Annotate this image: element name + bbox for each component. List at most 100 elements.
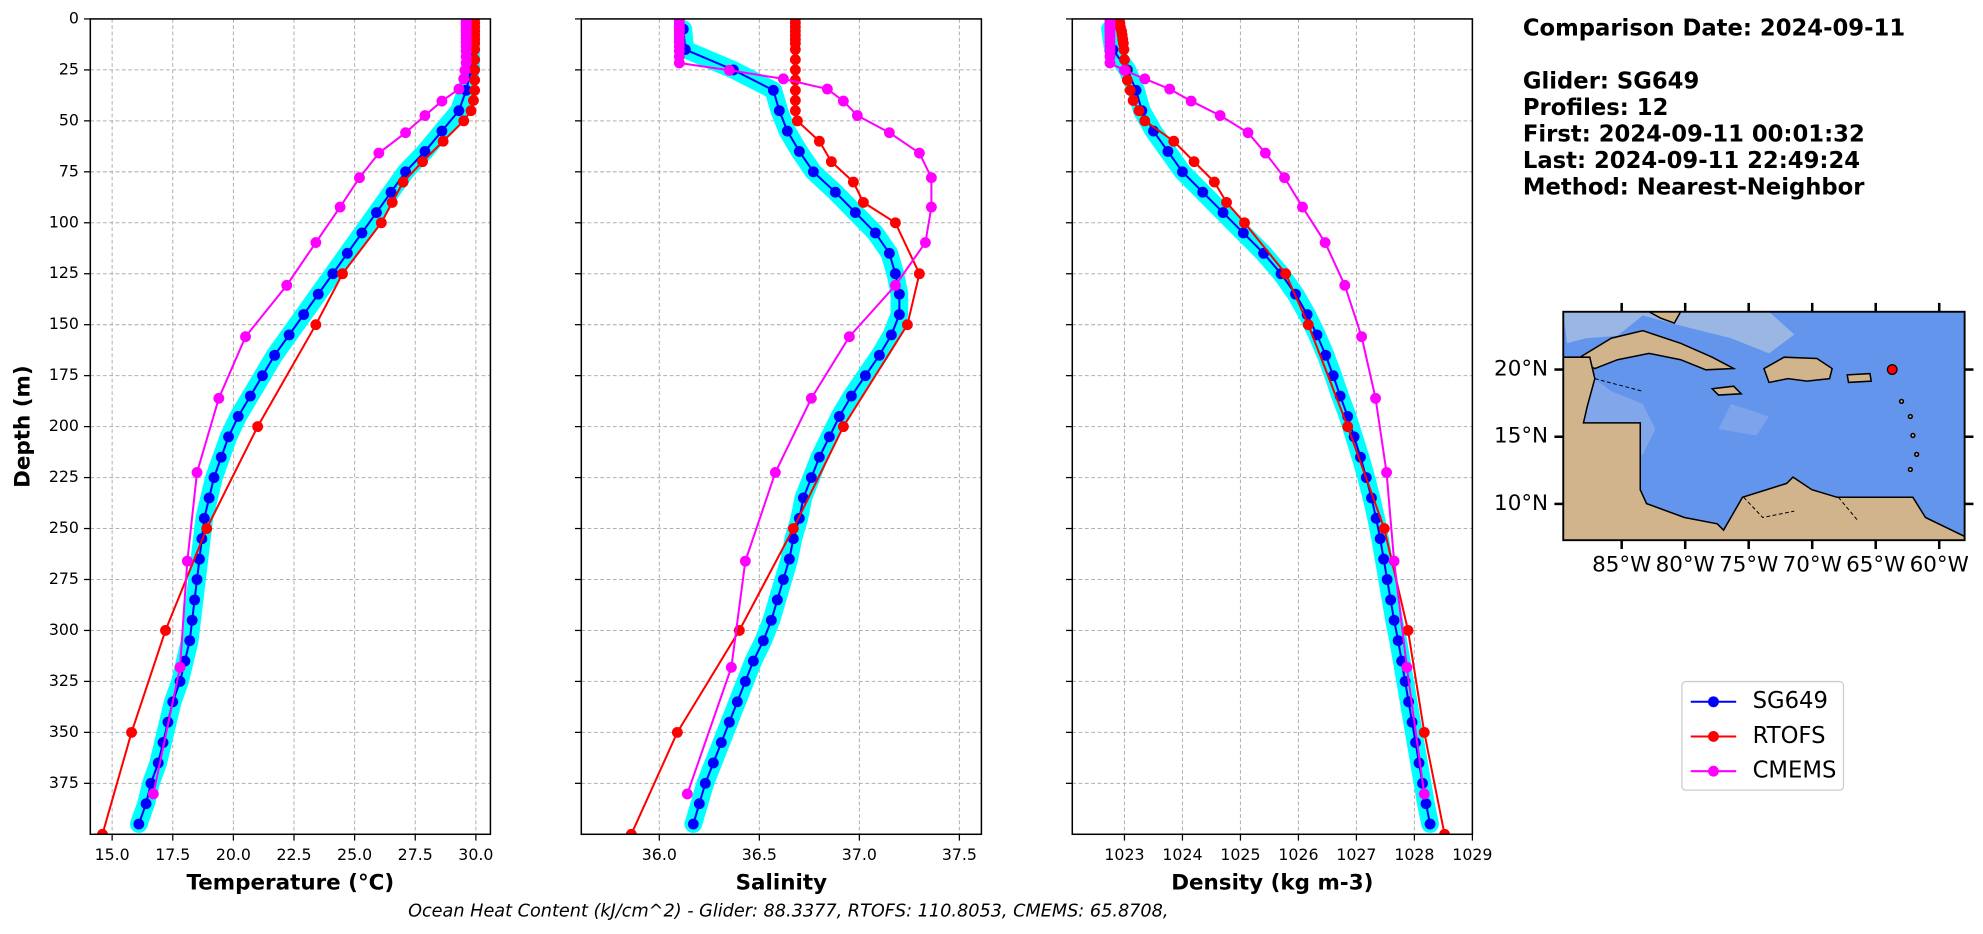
data-point bbox=[757, 635, 769, 647]
data-point bbox=[215, 451, 227, 463]
data-point bbox=[1121, 74, 1133, 86]
data-point bbox=[791, 115, 803, 127]
x-tick-label: 1026 bbox=[1278, 845, 1318, 864]
data-point bbox=[1237, 227, 1249, 239]
data-point bbox=[310, 319, 322, 331]
data-point bbox=[469, 64, 481, 76]
data-point bbox=[769, 467, 781, 478]
map-y-tick-label: 10°N bbox=[1494, 491, 1548, 516]
data-point bbox=[789, 95, 801, 106]
data-point bbox=[385, 186, 397, 198]
map-y-tick-label: 15°N bbox=[1494, 424, 1548, 449]
y-tick-label: 300 bbox=[49, 620, 79, 639]
data-point bbox=[787, 523, 799, 534]
data-point bbox=[417, 156, 428, 168]
data-point bbox=[160, 625, 171, 636]
data-point bbox=[419, 110, 431, 121]
x-tick-label: 17.5 bbox=[155, 845, 190, 864]
y-tick-label: 75 bbox=[59, 161, 79, 180]
plot-area bbox=[625, 18, 937, 835]
y-tick-label: 50 bbox=[59, 110, 79, 129]
plot-area bbox=[97, 18, 481, 835]
data-point bbox=[1327, 370, 1339, 382]
data-point bbox=[837, 421, 849, 433]
data-point bbox=[459, 64, 471, 76]
x-tick-label: 1029 bbox=[1452, 845, 1492, 864]
data-point bbox=[771, 594, 783, 606]
data-point bbox=[789, 64, 801, 76]
data-point bbox=[1177, 166, 1188, 178]
map-x-tick-label: 65°W bbox=[1846, 552, 1905, 577]
legend-label: RTOFS bbox=[1753, 723, 1826, 749]
y-tick-label: 200 bbox=[49, 416, 79, 435]
data-point bbox=[458, 73, 470, 85]
data-point bbox=[174, 661, 186, 673]
data-point bbox=[1410, 737, 1421, 748]
data-point bbox=[400, 127, 411, 139]
data-point bbox=[1139, 115, 1151, 127]
data-point bbox=[371, 207, 382, 219]
axes-frame bbox=[1071, 18, 1474, 836]
data-point bbox=[687, 818, 699, 830]
panel: 0 25 50 75 100 125 150 175 200 225 250 275 300 325 350… bbox=[10, 8, 493, 895]
data-point bbox=[191, 574, 203, 585]
y-tick-label: 250 bbox=[49, 518, 79, 537]
data-point bbox=[885, 329, 897, 341]
y-tick-label: 150 bbox=[49, 314, 79, 333]
x-tick-label: 25.0 bbox=[337, 845, 372, 864]
data-point bbox=[789, 105, 801, 117]
data-point bbox=[901, 319, 913, 331]
data-point bbox=[1279, 172, 1290, 184]
data-point bbox=[1188, 156, 1200, 168]
data-point bbox=[789, 84, 801, 96]
map-x-tick-label: 70°W bbox=[1783, 552, 1842, 577]
data-point bbox=[1378, 553, 1390, 565]
data-point bbox=[1162, 146, 1174, 157]
data-point bbox=[400, 166, 411, 178]
series-line bbox=[630, 18, 921, 835]
data-point bbox=[1119, 54, 1130, 66]
map-x-tick-label: 85°W bbox=[1592, 552, 1651, 577]
map-frame bbox=[1562, 310, 1966, 542]
data-point bbox=[397, 176, 409, 188]
data-point bbox=[310, 237, 322, 248]
data-point bbox=[1297, 201, 1308, 213]
data-point bbox=[334, 201, 346, 213]
data-point bbox=[787, 533, 799, 545]
data-point bbox=[1185, 95, 1197, 107]
map-x-tick-label: 60°W bbox=[1910, 552, 1969, 577]
map-x-tick-label: 80°W bbox=[1656, 552, 1715, 577]
data-point bbox=[436, 95, 448, 107]
data-point bbox=[883, 127, 895, 139]
data-point bbox=[773, 105, 785, 117]
data-point bbox=[1259, 147, 1271, 159]
data-point bbox=[213, 392, 225, 404]
x-tick-label: 1025 bbox=[1220, 845, 1260, 864]
data-point bbox=[1424, 818, 1436, 830]
data-point bbox=[375, 217, 387, 229]
data-point bbox=[181, 555, 193, 567]
data-point bbox=[341, 247, 353, 259]
data-point bbox=[184, 635, 196, 647]
legend-label: SG649 bbox=[1753, 688, 1828, 714]
data-point bbox=[837, 95, 849, 107]
y-tick-label: 375 bbox=[49, 773, 79, 792]
data-point bbox=[1418, 726, 1430, 738]
y-axis-label: Depth (m) bbox=[10, 365, 35, 488]
data-point bbox=[913, 268, 925, 280]
data-point bbox=[203, 492, 215, 504]
data-point bbox=[1319, 237, 1331, 248]
info-line: Profiles: 12 bbox=[1523, 95, 1669, 121]
info-line: Method: Nearest-Neighbor bbox=[1523, 175, 1865, 201]
data-point bbox=[731, 696, 743, 708]
data-point bbox=[1119, 64, 1130, 76]
data-point bbox=[189, 594, 201, 606]
data-point bbox=[673, 57, 685, 69]
info-line: Last: 2024-09-11 22:49:24 bbox=[1523, 148, 1860, 174]
data-point bbox=[725, 661, 737, 673]
data-point bbox=[1168, 135, 1180, 147]
data-point bbox=[789, 44, 801, 55]
x-tick-label: 30.0 bbox=[458, 845, 493, 864]
data-point bbox=[201, 523, 213, 534]
